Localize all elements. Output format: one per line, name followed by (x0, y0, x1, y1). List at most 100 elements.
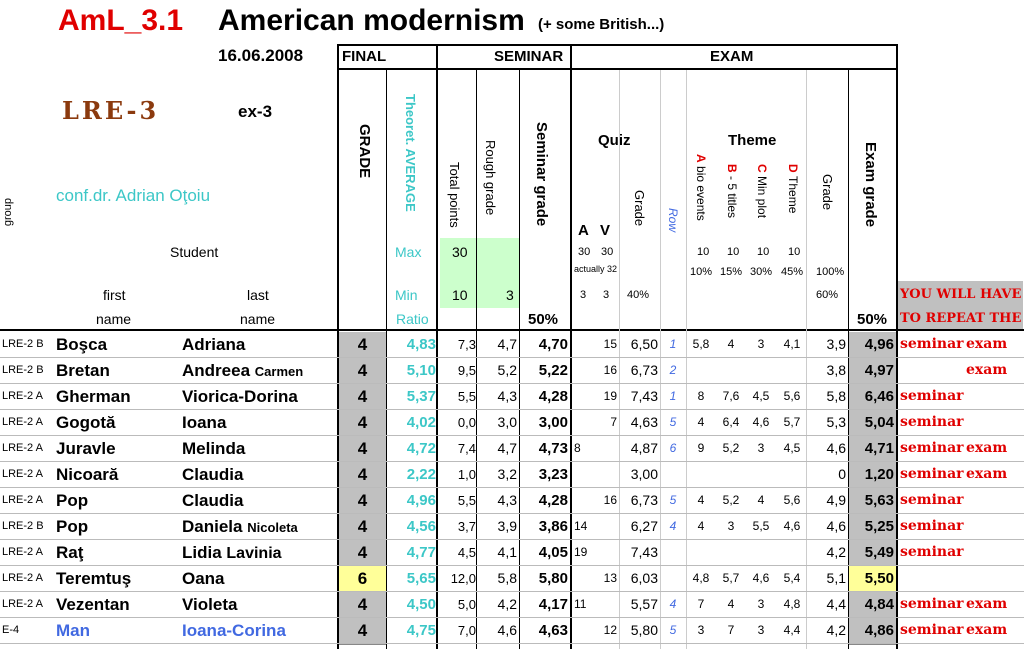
cell-r2: exam (966, 466, 1008, 482)
cell-sem: 3,23 (538, 465, 568, 483)
cell-group: LRE-2 A (2, 389, 43, 402)
cell-qv: 7 (610, 415, 617, 429)
cell-row: 1 (669, 389, 677, 403)
cell-td: 4,1 (783, 337, 801, 351)
cell-rough: 3,2 (497, 466, 517, 482)
cell-rough: 4,6 (497, 622, 517, 638)
group-header: group (2, 198, 14, 227)
cell-rough: 4,3 (497, 388, 517, 404)
cell-grade: 4 (357, 542, 368, 562)
seminar-header: SEMINAR (494, 48, 564, 65)
cell-tb: 5,7 (722, 571, 740, 585)
cell-tgrade: 5,8 (826, 388, 846, 404)
cell-tb: 7,6 (722, 389, 740, 403)
cell-last2: Carmen (254, 363, 304, 379)
cell-qgrade: 7,43 (630, 544, 658, 560)
theme-total-pct: 100% (816, 266, 845, 278)
cell-group: LRE-2 A (2, 597, 43, 610)
row-header: Row (666, 208, 680, 233)
cell-tc: 4,5 (752, 389, 770, 403)
rough-grade-header: Rough grade (483, 140, 498, 216)
cell-total: 12,0 (450, 570, 476, 586)
theme-min-pct: 60% (816, 289, 839, 301)
cell-sem: 5,80 (538, 569, 568, 587)
cell-last2: Lavinia (226, 544, 282, 562)
theme-col-b-header: B - 5 titles (725, 164, 739, 219)
cell-tb: 5,2 (722, 441, 740, 455)
quiz-a-header: A (578, 222, 589, 239)
cell-last: Oana (182, 568, 225, 588)
cell-exam: 4,97 (864, 361, 894, 379)
cell-tc: 4,6 (752, 415, 770, 429)
cell-grade: 4 (357, 490, 368, 510)
cell-qv: 15 (603, 337, 617, 351)
row-divider (0, 383, 1024, 384)
cell-rough: 4,7 (497, 440, 517, 456)
first-label: first (103, 287, 126, 303)
cell-last-main: Lidia (182, 542, 222, 562)
cell-exam: 4,84 (864, 595, 894, 613)
cell-avg: 5,65 (406, 569, 436, 587)
row-divider (0, 513, 1024, 514)
cell-r2: exam (966, 622, 1008, 638)
cell-rough: 4,1 (497, 544, 517, 560)
cell-qa: 14 (574, 519, 588, 533)
cell-sem: 4,17 (538, 595, 568, 613)
cell-total: 7,3 (457, 336, 476, 352)
course-subtitle: (+ some British...) (538, 16, 665, 33)
cell-last: Ioana-Corina (182, 620, 286, 640)
min-rough: 3 (506, 287, 514, 303)
teacher-name: conf.dr. Adrian Oţoiu (56, 186, 211, 205)
cell-row: 1 (669, 337, 677, 351)
grid-line (660, 70, 661, 649)
cell-td: 4,5 (783, 441, 801, 455)
grade-cell-bg (339, 566, 386, 593)
cell-first: Juravle (56, 438, 116, 458)
cell-exam: 4,71 (864, 439, 894, 457)
cell-grade: 4 (357, 360, 368, 380)
theme-a-pct: 10% (690, 266, 713, 278)
cell-td: 5,6 (783, 493, 801, 507)
cell-r1: seminar (900, 388, 964, 404)
cell-grade: 4 (357, 386, 368, 406)
cell-tc: 3 (757, 337, 765, 351)
theoret-average-header: Theoret. AVERAGE (403, 94, 418, 212)
cell-last: Andreea Carmen (182, 361, 332, 381)
cell-first: Pop (56, 490, 89, 510)
cell-tgrade: 0 (838, 466, 846, 482)
cell-tgrade: 5,1 (826, 570, 846, 586)
cell-total: 7,4 (457, 440, 476, 456)
cell-group: LRE-2 B (2, 363, 44, 376)
cell-row: 2 (669, 363, 677, 377)
grid-line (337, 44, 898, 46)
quiz-a-min: 3 (580, 289, 587, 301)
cell-qgrade: 6,50 (630, 336, 658, 352)
theme-d-pct: 45% (781, 266, 804, 278)
seminar-grade-header: Seminar grade (533, 122, 550, 227)
cell-avg: 4,72 (406, 439, 436, 457)
grid-line (0, 329, 1024, 331)
cell-td: 5,6 (783, 389, 801, 403)
cell-grade: 4 (357, 334, 368, 354)
cell-grade: 4 (357, 464, 368, 484)
cell-qv: 16 (603, 493, 617, 507)
cell-rough: 5,2 (497, 362, 517, 378)
row-divider (0, 487, 1024, 488)
cell-last: Violeta (182, 594, 238, 614)
cell-exam: 5,50 (864, 569, 894, 587)
cell-qgrade: 3,00 (630, 466, 658, 482)
row-divider (0, 539, 1024, 540)
cell-rough: 4,7 (497, 336, 517, 352)
theme-c-pts: 10 (757, 246, 770, 258)
cell-tgrade: 4,2 (826, 622, 846, 638)
repeat-notice (898, 281, 1023, 329)
cell-r1: seminar (900, 544, 964, 560)
cell-group: LRE-2 A (2, 571, 43, 584)
quiz-a-max: 30 (578, 246, 591, 258)
cell-ta: 3 (697, 623, 705, 637)
cell-grade: 4 (357, 412, 368, 432)
cell-last: Lidia Lavinia (182, 543, 332, 563)
grid-line (686, 70, 687, 649)
cell-exam: 4,96 (864, 335, 894, 353)
exam-cell-bg (849, 384, 896, 411)
